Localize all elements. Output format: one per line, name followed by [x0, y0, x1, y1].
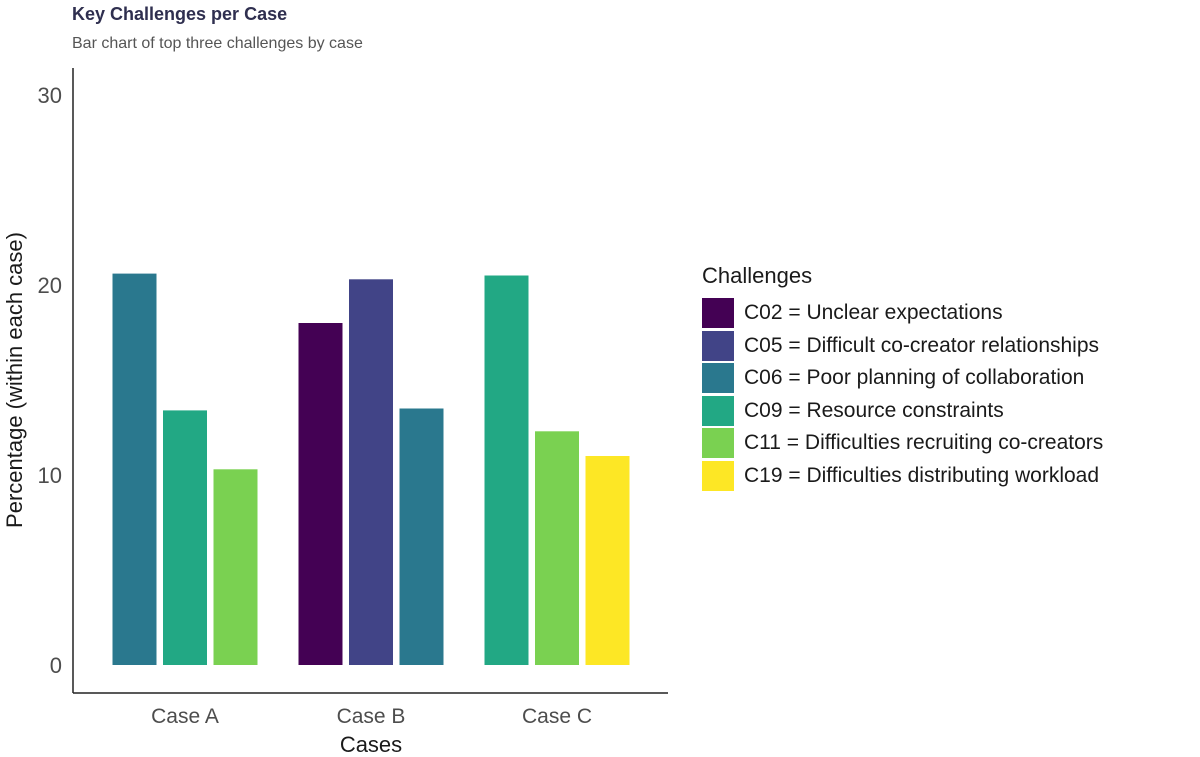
- y-tick-label: 10: [38, 463, 62, 488]
- legend-swatch: [702, 298, 734, 329]
- legend-label: C06 = Poor planning of collaboration: [744, 366, 1085, 390]
- legend-item: C02 = Unclear expectations: [702, 297, 1103, 330]
- legend-item: C19 = Difficulties distributing workload: [702, 460, 1103, 493]
- bar-case-a-c06: [112, 273, 157, 665]
- legend-item: C11 = Difficulties recruiting co-creator…: [702, 427, 1103, 460]
- bar-case-b-c05: [349, 279, 393, 665]
- bar-case-b-c06: [399, 408, 444, 665]
- legend-label: C09 = Resource constraints: [744, 398, 1004, 422]
- x-axis-title: Cases: [340, 732, 402, 757]
- legend-swatch: [702, 428, 734, 459]
- legend-swatch: [702, 330, 734, 361]
- legend-label: C11 = Difficulties recruiting co-creator…: [744, 431, 1104, 455]
- x-tick-label: Case B: [337, 705, 406, 728]
- bar-case-c-c09: [484, 275, 529, 665]
- chart-title: Key Challenges per Case: [72, 4, 288, 24]
- legend-swatch: [702, 460, 734, 491]
- legend-item: C09 = Resource constraints: [702, 395, 1103, 428]
- legend-swatch: [702, 395, 734, 426]
- bar-case-a-c09: [163, 410, 207, 665]
- legend-swatch: [702, 363, 734, 394]
- bar-case-c-c11: [535, 431, 579, 665]
- legend-label: C19 = Difficulties distributing workload: [744, 463, 1100, 487]
- y-tick-label: 30: [38, 83, 62, 108]
- axes-layer: Case A Case B Case C 0 10 20 30 Cases Percentage…: [2, 68, 668, 757]
- bar-case-c-c19: [585, 456, 630, 665]
- x-tick-label: Case A: [151, 705, 219, 728]
- legend-label: C02 = Unclear expectations: [744, 301, 1003, 325]
- legend: Challenges C02 = Unclear expectations C05…: [702, 263, 1103, 492]
- y-tick-label: 0: [50, 653, 62, 678]
- bar-case-a-c11: [213, 469, 258, 665]
- legend-title: Challenges: [702, 263, 813, 288]
- legend-item: C06 = Poor planning of collaboration: [702, 362, 1103, 395]
- chart-subtitle: Bar chart of top three challenges by cas…: [72, 35, 363, 52]
- legend-item: C05 = Difficult co-creator relationships: [702, 330, 1103, 363]
- bar-case-b-c02: [298, 323, 343, 665]
- x-tick-label: Case C: [522, 705, 592, 728]
- y-axis-title: Percentage (within each case): [2, 232, 27, 528]
- y-tick-label: 20: [38, 273, 62, 298]
- legend-label: C05 = Difficult co-creator relationships: [744, 333, 1100, 357]
- bars-layer: [112, 273, 630, 665]
